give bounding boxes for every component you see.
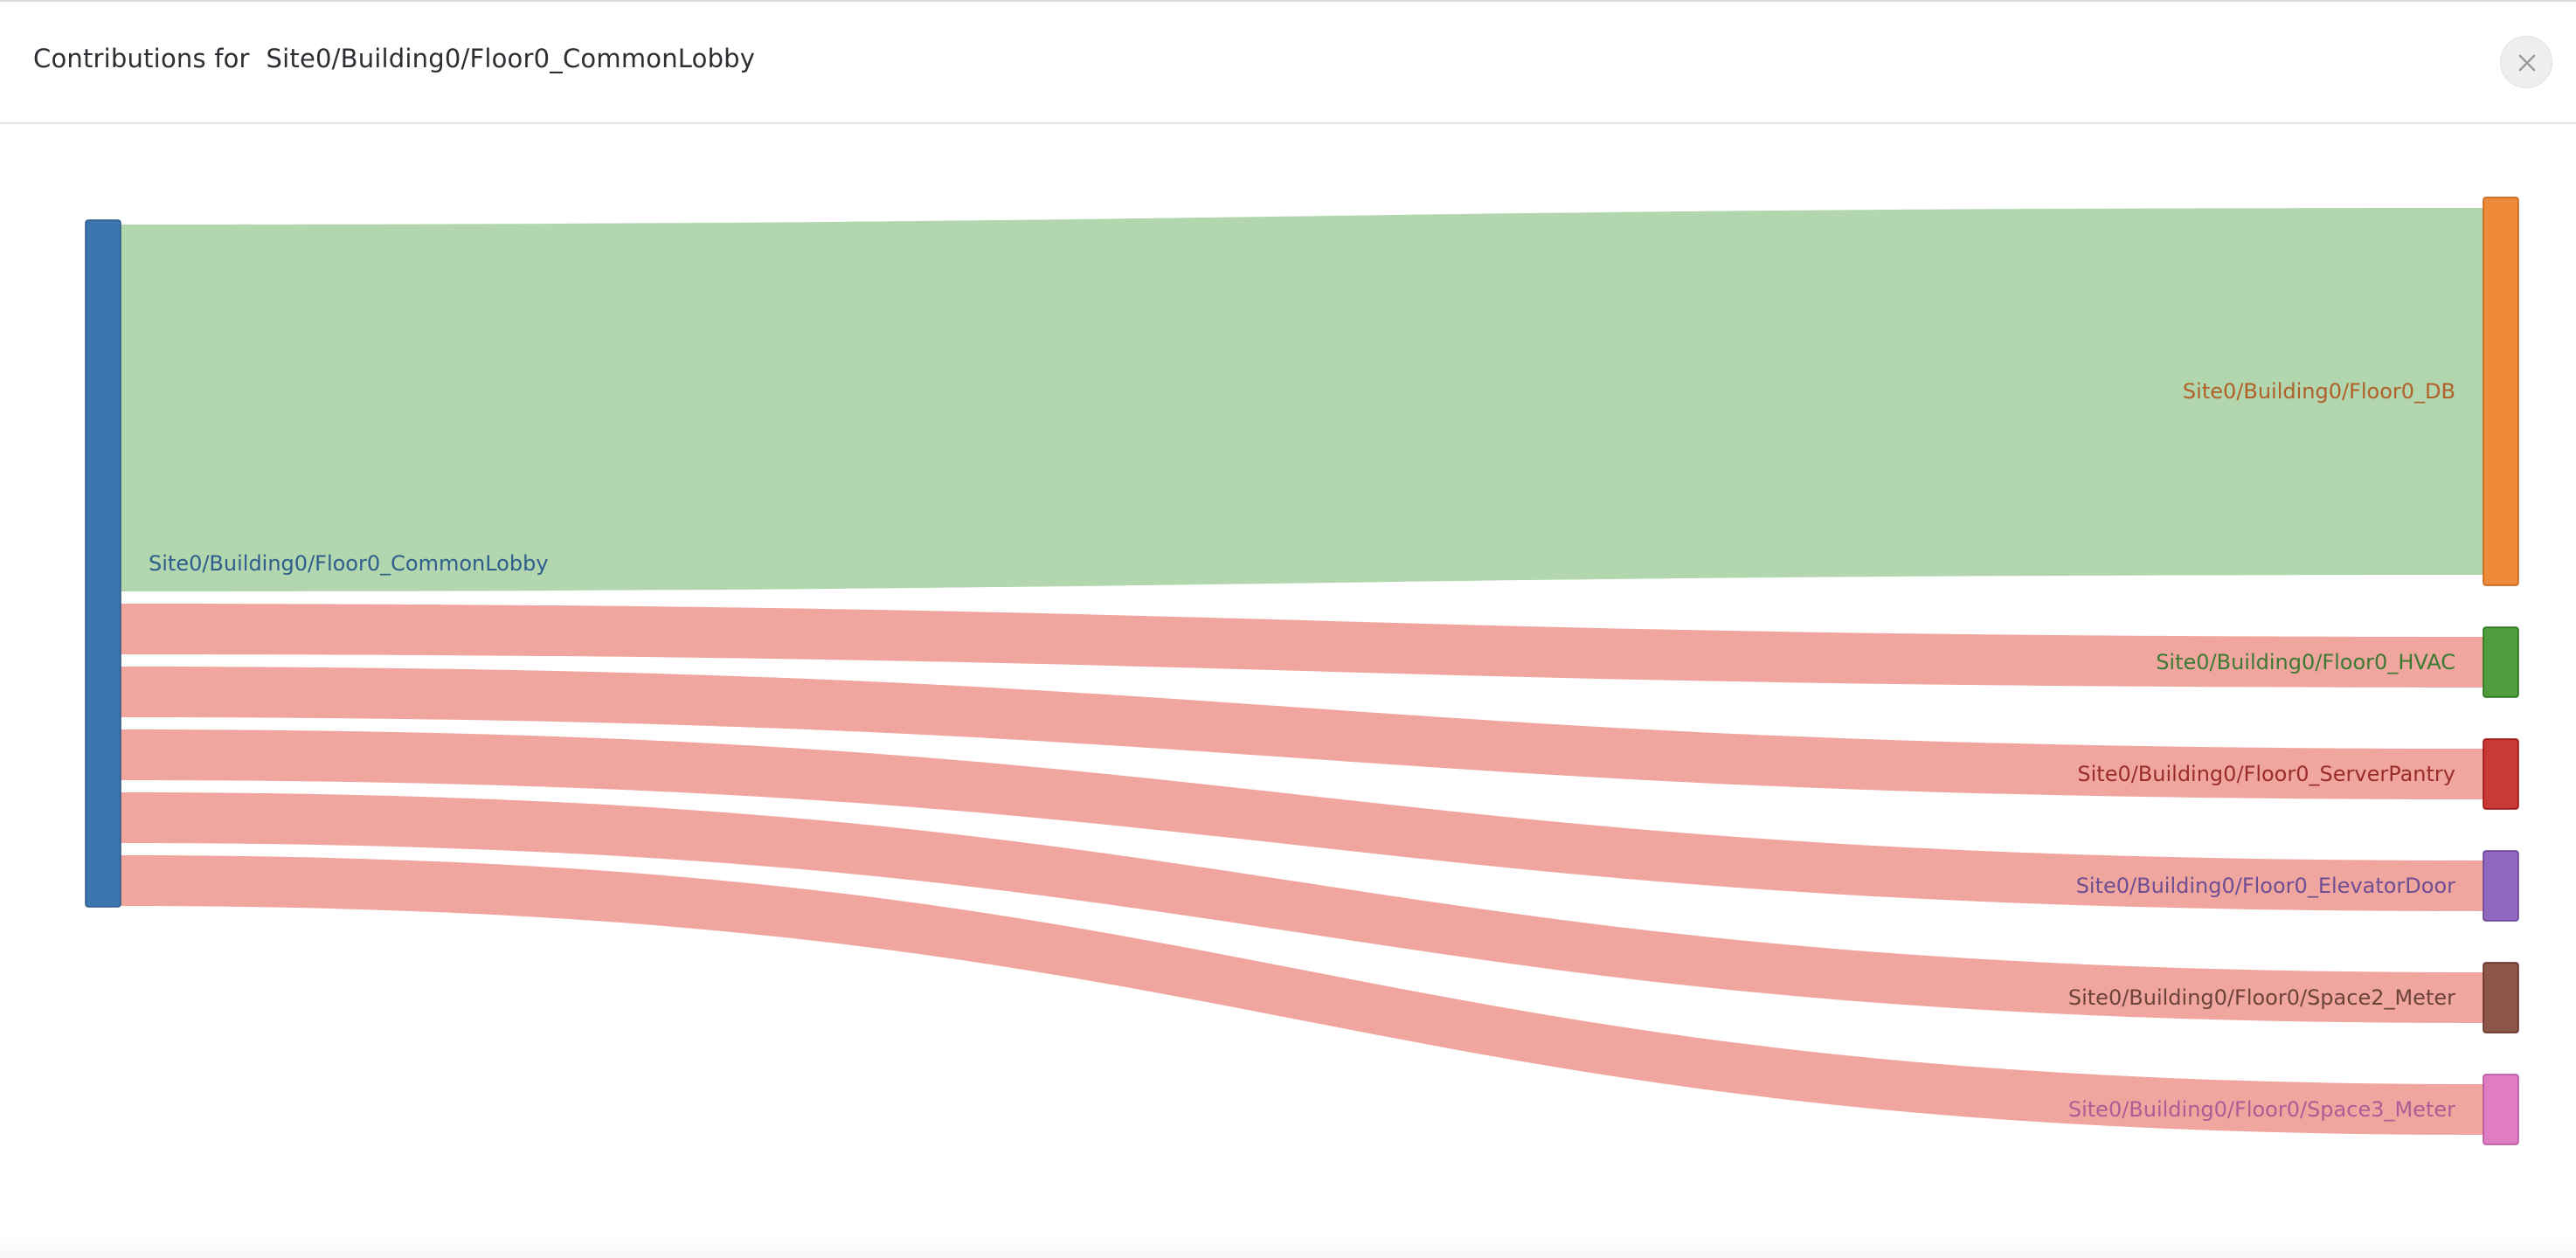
sankey-nodes — [85, 197, 2519, 1145]
label-src: Site0/Building0/Floor0_CommonLobby — [149, 551, 549, 576]
modal-title-prefix: Contributions for — [33, 44, 250, 73]
sankey-chart: Site0/Building0/Floor0_DB Site0/Building0… — [0, 126, 2576, 1244]
close-button[interactable] — [2500, 36, 2552, 88]
node-src[interactable] — [85, 219, 121, 908]
modal-header: Contributions for Site0/Building0/Floor0… — [0, 2, 2576, 124]
node-space2[interactable] — [2483, 962, 2519, 1033]
label-space2: Site0/Building0/Floor0/Space2_Meter — [2068, 985, 2455, 1010]
modal-title: Contributions for Site0/Building0/Floor0… — [33, 44, 755, 73]
link-src-elevator[interactable] — [121, 729, 2483, 911]
node-space3[interactable] — [2483, 1074, 2519, 1145]
node-db[interactable] — [2483, 197, 2519, 586]
modal-title-path: Site0/Building0/Floor0_CommonLobby — [266, 44, 756, 73]
sankey-svg: Site0/Building0/Floor0_DB Site0/Building0… — [85, 197, 2519, 1145]
link-src-space2[interactable] — [121, 792, 2483, 1023]
node-hvac[interactable] — [2483, 626, 2519, 698]
node-elevator[interactable] — [2483, 850, 2519, 922]
node-server[interactable] — [2483, 738, 2519, 810]
label-db: Site0/Building0/Floor0_DB — [2183, 379, 2455, 404]
label-server: Site0/Building0/Floor0_ServerPantry — [2077, 762, 2455, 786]
link-src-space3[interactable] — [121, 855, 2483, 1135]
sankey-labels: Site0/Building0/Floor0_DB Site0/Building0… — [149, 379, 2455, 1122]
link-src-db[interactable] — [121, 208, 2483, 591]
link-src-server[interactable] — [121, 667, 2483, 799]
sankey-links — [121, 208, 2483, 1135]
label-hvac: Site0/Building0/Floor0_HVAC — [2156, 650, 2455, 674]
bottom-shade — [0, 1234, 2576, 1258]
label-elevator: Site0/Building0/Floor0_ElevatorDoor — [2076, 874, 2455, 898]
label-space3: Site0/Building0/Floor0/Space3_Meter — [2068, 1097, 2455, 1122]
close-icon — [2518, 54, 2536, 72]
link-src-hvac[interactable] — [121, 604, 2483, 688]
